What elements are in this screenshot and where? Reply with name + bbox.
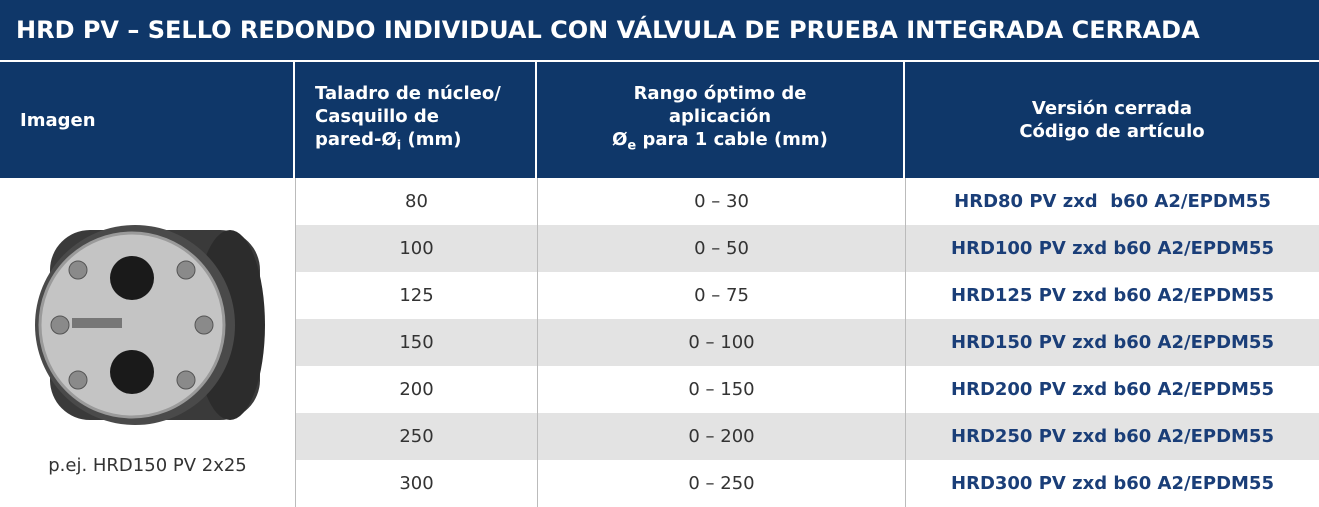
- table-cell: 300: [295, 460, 537, 507]
- table-cell: 0 – 250: [537, 460, 905, 507]
- header-text: Ø: [612, 129, 628, 151]
- header-text: Versión cerrada: [1031, 98, 1193, 119]
- article-code: HRD150 PV zxd b60 A2/EPDM55: [905, 319, 1319, 366]
- article-code: HRD200 PV zxd b60 A2/EPDM55: [905, 366, 1319, 413]
- header-text: (mm): [401, 129, 462, 151]
- header-cell: Taladro de núcleo/ Casquillo de pared-Øi…: [295, 62, 535, 178]
- header-cell: Versión cerrada Código de artículo: [905, 62, 1319, 178]
- table-cell: 100: [295, 225, 537, 272]
- table-cell: 0 – 30: [537, 178, 905, 225]
- header-text: Imagen: [20, 109, 96, 131]
- product-image: [35, 225, 265, 425]
- header-text: Rango óptimo de: [633, 83, 807, 105]
- header-text: para 1 cable (mm): [636, 129, 828, 151]
- article-code: HRD250 PV zxd b60 A2/EPDM55: [905, 413, 1319, 460]
- title: HRD PV – SELLO REDONDO INDIVIDUAL CON VÁ…: [16, 16, 1200, 44]
- header-text: Øe para 1 cable (mm): [612, 128, 828, 158]
- article-code: HRD125 PV zxd b60 A2/EPDM55: [905, 272, 1319, 319]
- image-caption: p.ej. HRD150 PV 2x25: [48, 455, 247, 476]
- subscript: i: [396, 138, 402, 154]
- header-text: pared-Ø: [315, 129, 397, 151]
- table-cell: 80: [295, 178, 537, 225]
- table-cell: 125: [295, 272, 537, 319]
- subscript: e: [627, 138, 637, 154]
- table-cell: 0 – 50: [537, 225, 905, 272]
- table-cell: 0 – 75: [537, 272, 905, 319]
- table-cell: 0 – 150: [537, 366, 905, 413]
- header-text: Casquillo de: [315, 106, 440, 128]
- header-cell: Rango óptimo de aplicación Øe para 1 cab…: [537, 62, 903, 178]
- article-code: HRD80 PV zxd b60 A2/EPDM55: [905, 178, 1319, 225]
- table-cell: 200: [295, 366, 537, 413]
- header-text: Código de artículo: [1019, 121, 1205, 142]
- header-text: aplicación: [668, 106, 772, 128]
- title-bar: HRD PV – SELLO REDONDO INDIVIDUAL CON VÁ…: [0, 0, 1319, 60]
- article-code: HRD100 PV zxd b60 A2/EPDM55: [905, 225, 1319, 272]
- header-cell: Imagen: [0, 62, 293, 178]
- table-cell: 250: [295, 413, 537, 460]
- table-cell: 0 – 200: [537, 413, 905, 460]
- table-cell: 150: [295, 319, 537, 366]
- header-text: pared-Øi (mm): [315, 128, 535, 158]
- header-text: Taladro de núcleo/: [315, 83, 501, 105]
- table-cell: 0 – 100: [537, 319, 905, 366]
- article-code: HRD300 PV zxd b60 A2/EPDM55: [905, 460, 1319, 507]
